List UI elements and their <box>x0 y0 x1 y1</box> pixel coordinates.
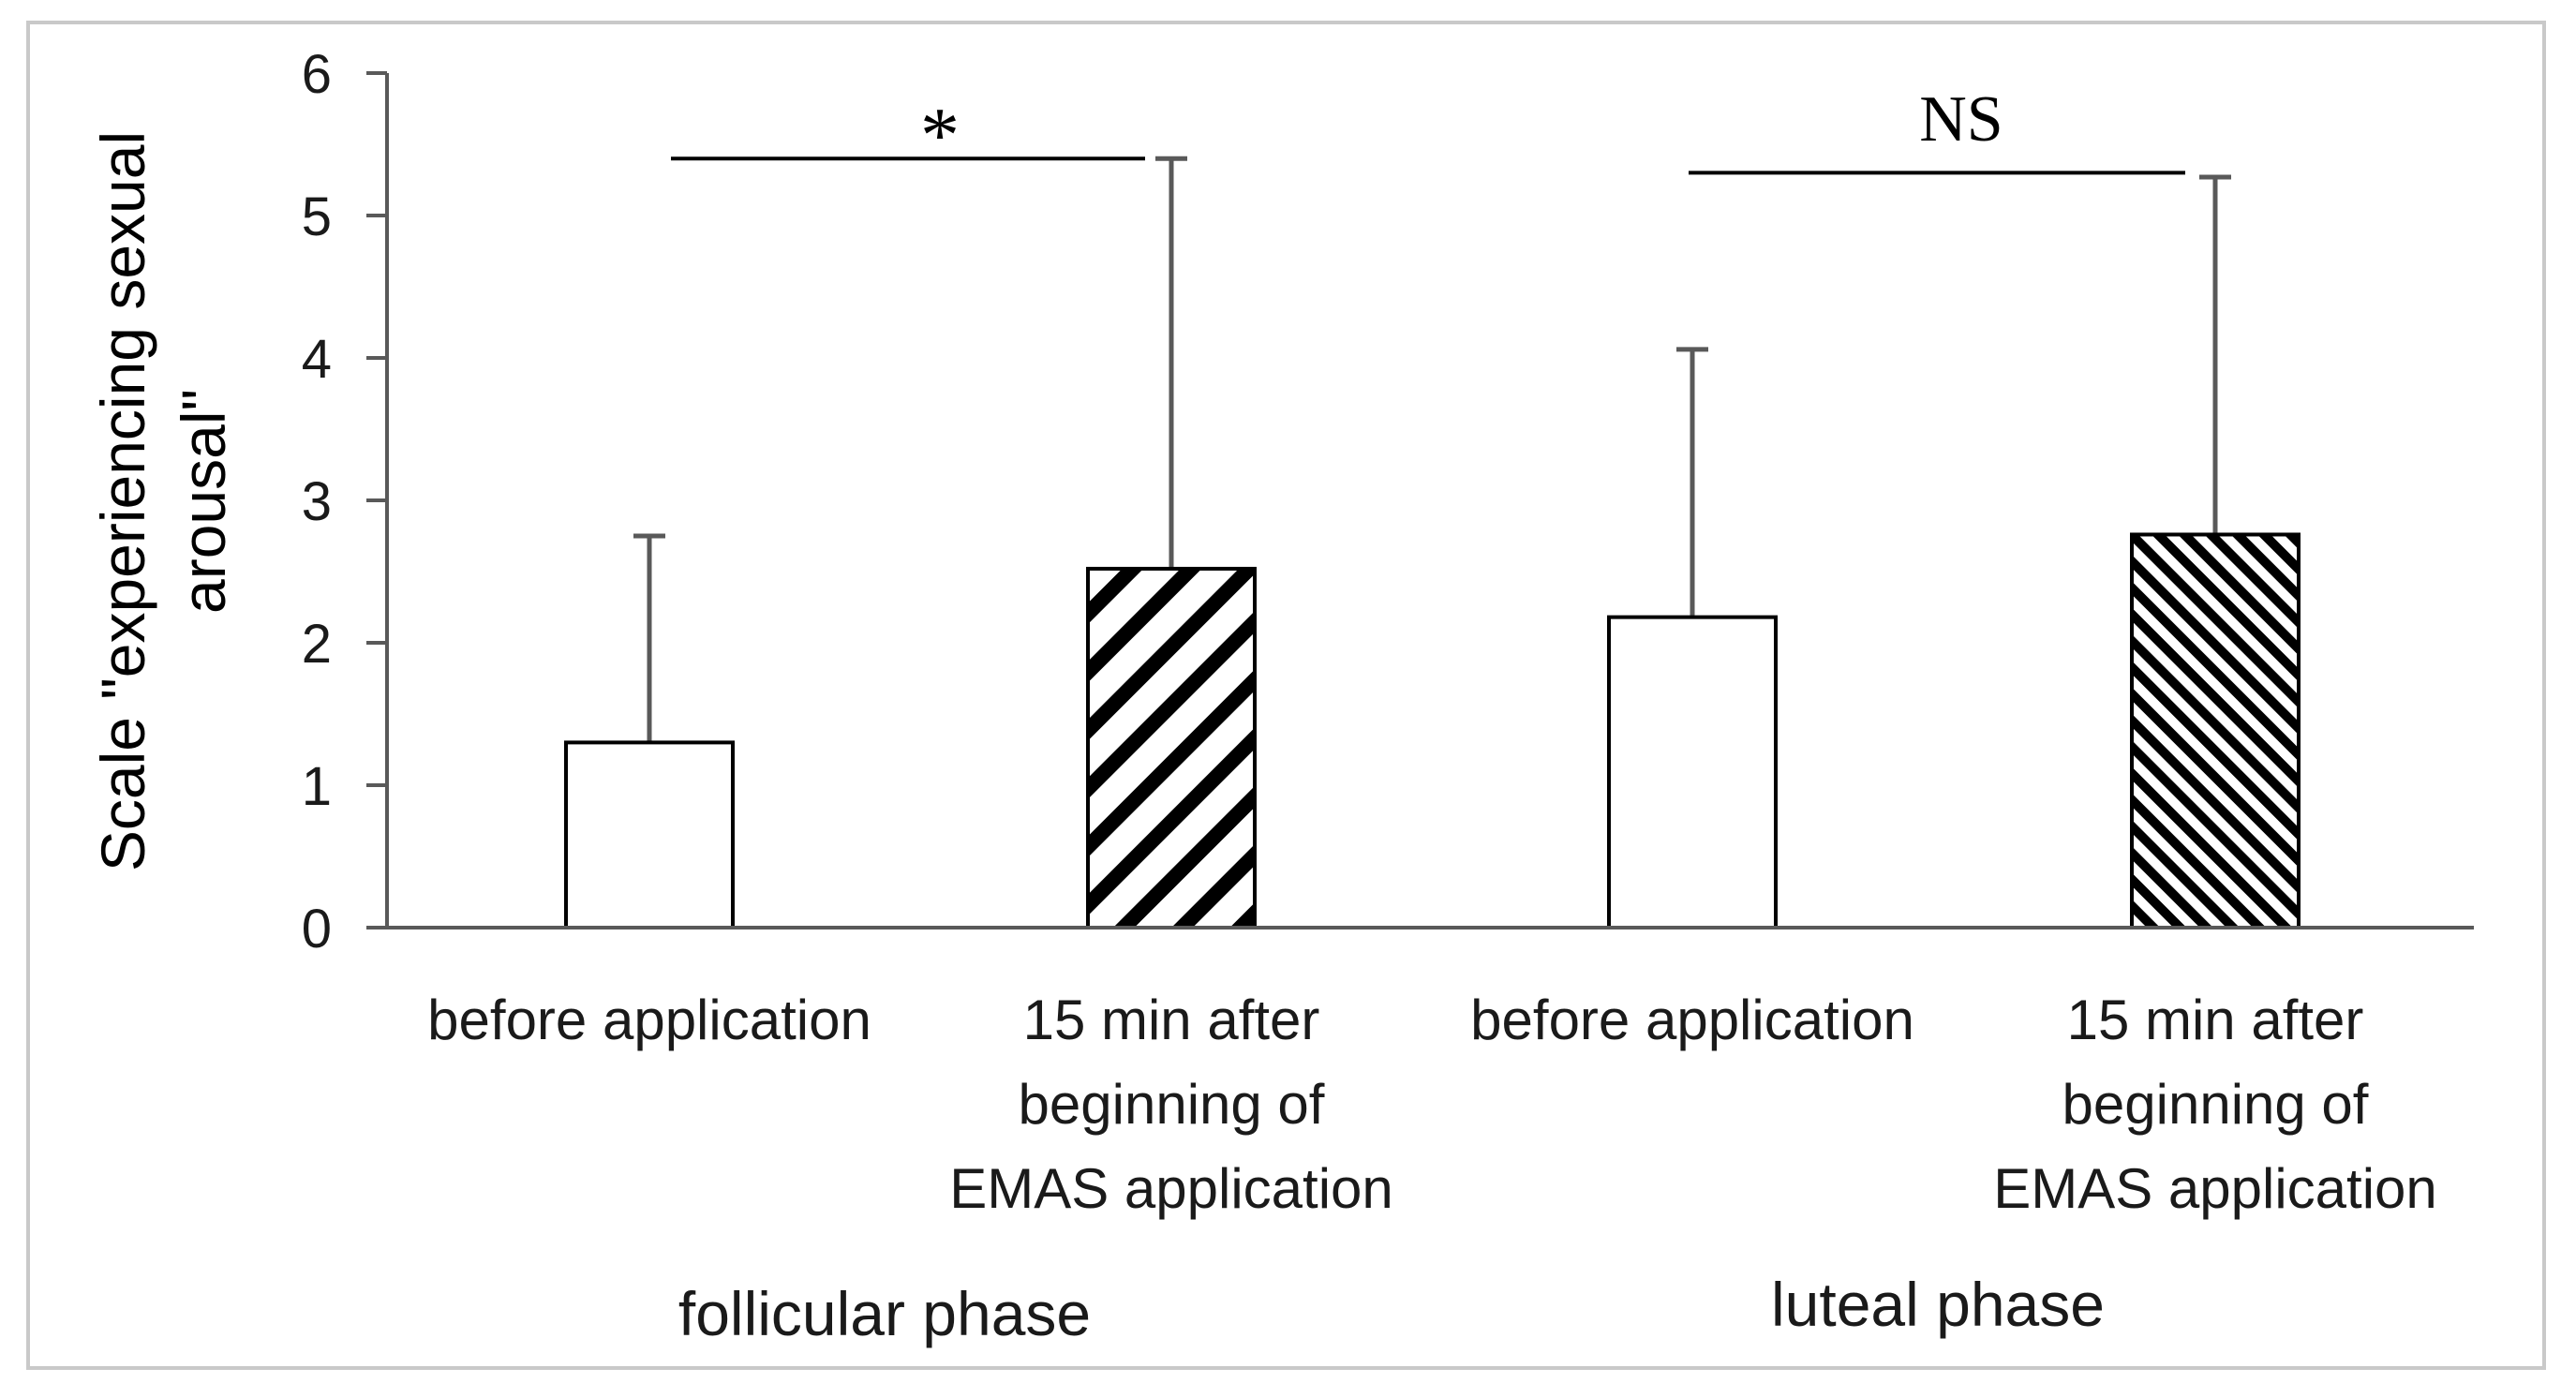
group-label-0: follicular phase <box>678 1279 1091 1348</box>
bar-3 <box>2130 532 2301 930</box>
category-label-1-line-2: EMAS application <box>949 1157 1393 1220</box>
y-axis-label-line-1: arousal" <box>169 389 238 614</box>
bar-1 <box>1086 566 1257 930</box>
significance-label-0: * <box>920 92 960 179</box>
category-label-0-line-0: before application <box>427 989 871 1051</box>
y-axis-label: Scale "experiencing sexual arousal" <box>88 131 238 871</box>
figure-frame <box>26 21 2546 1370</box>
y-tick-label-4: 4 <box>302 329 332 390</box>
y-tick-label-6: 6 <box>302 44 332 105</box>
group-label-1: luteal phase <box>1771 1270 2105 1339</box>
category-label-3-line-0: 15 min after <box>2067 989 2364 1051</box>
y-axis-label-line-0: Scale "experiencing sexual <box>88 131 157 871</box>
category-label-1-line-0: 15 min after <box>1023 989 1320 1051</box>
category-label-2-line-0: before application <box>1470 989 1914 1051</box>
category-label-3-line-2: EMAS application <box>1993 1157 2437 1220</box>
category-label-1-line-1: beginning of <box>1019 1073 1325 1136</box>
y-tick-label-0: 0 <box>302 899 332 959</box>
y-tick-label-5: 5 <box>302 186 332 247</box>
bar-0 <box>564 740 735 930</box>
bar-2 <box>1607 615 1778 930</box>
category-label-3-line-1: beginning of <box>2062 1073 2369 1136</box>
y-tick-label-2: 2 <box>302 614 332 675</box>
significance-label-1: NS <box>1919 83 2003 156</box>
y-tick-label-3: 3 <box>302 471 332 532</box>
y-tick-label-1: 1 <box>302 756 332 817</box>
